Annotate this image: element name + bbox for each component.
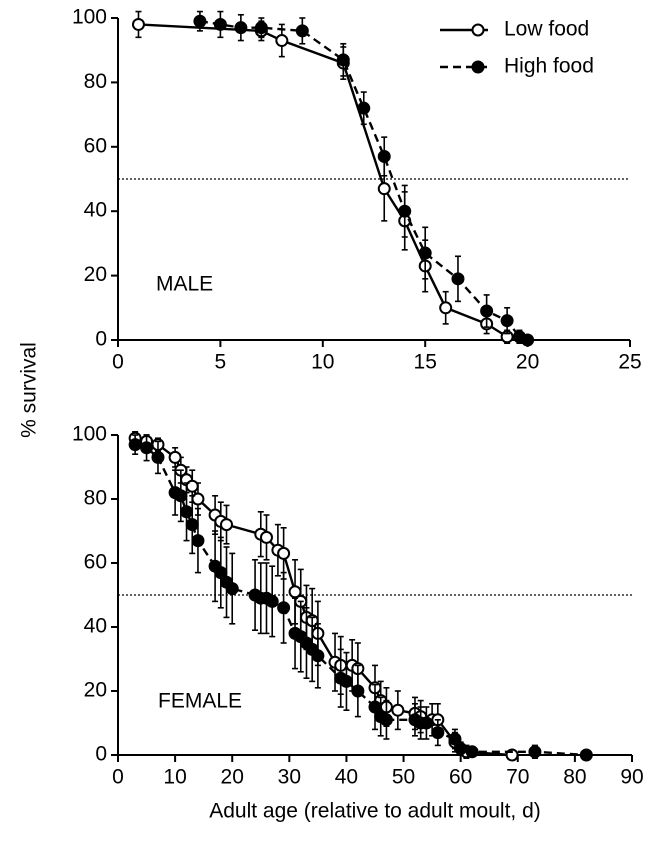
data-point xyxy=(418,246,432,260)
data-point xyxy=(168,450,182,464)
data-point xyxy=(131,17,145,31)
data-point xyxy=(377,182,391,196)
y-tick-label: 20 xyxy=(84,679,107,702)
data-point xyxy=(465,745,479,759)
data-point xyxy=(448,732,462,746)
y-tick-label: 80 xyxy=(84,70,107,93)
x-tick-label: 90 xyxy=(620,766,643,789)
data-point xyxy=(234,21,248,35)
data-point xyxy=(377,149,391,163)
data-point xyxy=(357,101,371,115)
y-tick-label: 20 xyxy=(84,263,107,286)
x-tick-label: 50 xyxy=(392,766,415,789)
x-tick-label: 15 xyxy=(414,351,437,374)
x-axis-label: Adult age (relative to adult moult, d) xyxy=(209,800,541,823)
data-point xyxy=(254,21,268,35)
x-tick-label: 40 xyxy=(335,766,358,789)
data-point xyxy=(480,304,494,318)
x-tick-label: 20 xyxy=(516,351,539,374)
legend-marker xyxy=(471,23,485,37)
series-line xyxy=(138,23,508,338)
data-point xyxy=(454,742,468,756)
data-point xyxy=(528,745,542,759)
data-point xyxy=(140,441,154,455)
x-tick-label: 25 xyxy=(618,351,641,374)
data-point xyxy=(579,748,593,762)
y-tick-label: 40 xyxy=(84,615,107,638)
data-point xyxy=(259,530,273,544)
data-point xyxy=(275,34,289,48)
legend-label: High food xyxy=(504,55,594,78)
data-point xyxy=(339,674,353,688)
x-tick-label: 10 xyxy=(163,766,186,789)
data-point xyxy=(500,314,514,328)
x-tick-label: 0 xyxy=(112,351,124,374)
x-tick-label: 70 xyxy=(506,766,529,789)
data-point xyxy=(451,272,465,286)
data-point xyxy=(431,726,445,740)
panel-label: FEMALE xyxy=(158,690,242,713)
data-point xyxy=(336,53,350,67)
data-point xyxy=(174,489,188,503)
data-point xyxy=(213,17,227,31)
data-point xyxy=(277,601,291,615)
data-point xyxy=(521,333,535,347)
y-tick-label: 100 xyxy=(72,6,107,29)
x-tick-label: 30 xyxy=(278,766,301,789)
data-point xyxy=(398,204,412,218)
y-tick-label: 60 xyxy=(84,134,107,157)
data-point xyxy=(180,505,194,519)
data-point xyxy=(351,684,365,698)
data-point xyxy=(379,713,393,727)
x-tick-label: 5 xyxy=(215,351,227,374)
data-point xyxy=(419,716,433,730)
data-point xyxy=(151,450,165,464)
y-axis-label: % survival xyxy=(18,342,41,438)
x-tick-label: 0 xyxy=(112,766,124,789)
data-point xyxy=(295,24,309,38)
data-point xyxy=(193,14,207,28)
data-point xyxy=(368,700,382,714)
data-point xyxy=(277,546,291,560)
data-point xyxy=(265,594,279,608)
data-point xyxy=(311,649,325,663)
data-point xyxy=(391,703,405,717)
data-point xyxy=(288,585,302,599)
x-tick-label: 20 xyxy=(221,766,244,789)
legend-label: Low food xyxy=(504,18,589,41)
y-tick-label: 40 xyxy=(84,199,107,222)
data-point xyxy=(220,518,234,532)
data-point xyxy=(185,518,199,532)
y-tick-label: 100 xyxy=(72,423,107,446)
panel-label: MALE xyxy=(156,273,213,296)
data-point xyxy=(214,566,228,580)
data-point xyxy=(439,301,453,315)
data-point xyxy=(191,534,205,548)
y-tick-label: 60 xyxy=(84,551,107,574)
y-tick-label: 80 xyxy=(84,487,107,510)
x-tick-label: 10 xyxy=(311,351,334,374)
data-point xyxy=(128,438,142,452)
y-tick-label: 0 xyxy=(95,328,107,351)
legend-marker xyxy=(471,60,485,74)
x-tick-label: 80 xyxy=(563,766,586,789)
y-tick-label: 0 xyxy=(95,743,107,766)
data-point xyxy=(225,582,239,596)
x-tick-label: 60 xyxy=(449,766,472,789)
